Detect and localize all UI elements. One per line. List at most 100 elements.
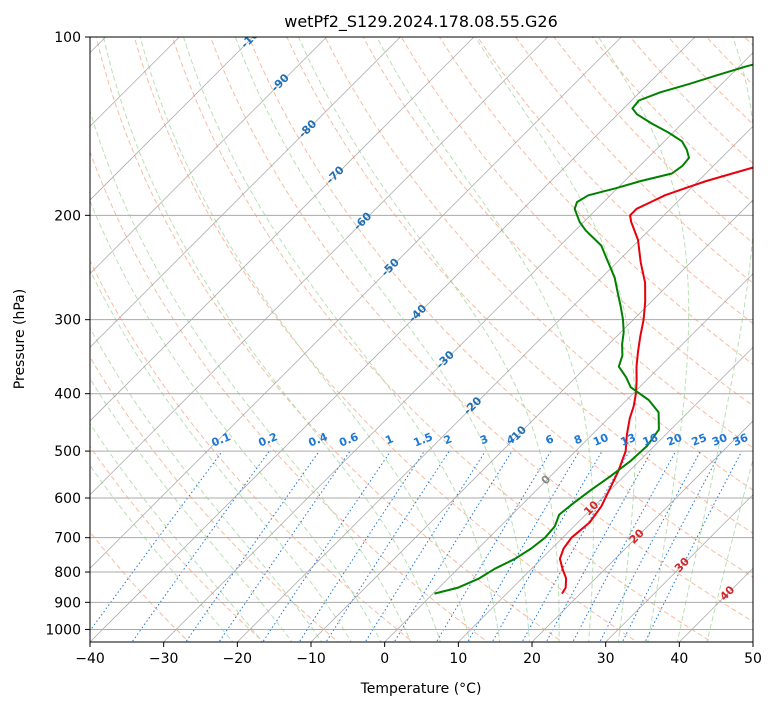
dry-adiabat (362, 37, 753, 449)
isotherm (605, 494, 753, 642)
isotherm (237, 125, 753, 642)
moist-adiabat (90, 199, 382, 642)
dry-adiabat (515, 37, 753, 284)
isotherm-label: -60 (351, 209, 374, 232)
y-tick-label: 300 (54, 313, 81, 329)
pressure-grid (90, 37, 753, 630)
plot-frame (89, 36, 754, 643)
moist-adiabat (103, 37, 441, 642)
moist-adiabat (706, 457, 753, 642)
y-tick-label: 1000 (45, 622, 81, 638)
moist-adiabat (234, 37, 530, 642)
isotherm (384, 273, 753, 642)
x-tick-label: −40 (75, 651, 105, 667)
y-tick-label: 400 (54, 387, 81, 403)
isotherm (90, 37, 696, 642)
isotherm (679, 567, 753, 642)
moist-adiabat (90, 422, 264, 642)
background-lines (90, 37, 753, 642)
isotherm-label: -90 (269, 71, 292, 94)
dry-adiabat (744, 37, 753, 47)
mixing-ratio-label: 0.4 (307, 430, 330, 449)
chart-title: wetPf2_S129.2024.178.08.55.G26 (284, 12, 558, 32)
y-tick-label: 500 (54, 444, 81, 460)
dry-adiabat (286, 37, 753, 534)
x-tick-label: 10 (449, 651, 467, 667)
dry-adiabat (438, 37, 753, 366)
moist-adiabat (90, 109, 412, 642)
dry-adiabat (133, 37, 638, 642)
moist-adiabat (90, 269, 352, 642)
mixing-ratio-label: 8 (572, 432, 584, 447)
mixing-ratio-label: 0.1 (210, 430, 233, 449)
isotherm (90, 37, 475, 422)
x-ticks: −40 −30 −20 −10 0 10 20 30 40 50 (75, 642, 762, 667)
x-tick-label: 0 (380, 651, 389, 667)
y-tick-label: 700 (54, 531, 81, 547)
mixing-ratio-label: 10 (591, 431, 610, 449)
isotherm (310, 199, 753, 642)
y-tick-label: 100 (54, 30, 81, 46)
dewpoint-profile (434, 63, 753, 595)
isotherm-label: -50 (379, 256, 402, 279)
isotherm (458, 346, 753, 642)
isotherm-label: 20 (627, 526, 647, 546)
dry-adiabat (477, 37, 753, 325)
mixing-ratio-label: 2 (442, 432, 454, 447)
mixing-ratio-line (90, 450, 223, 632)
moist-adiabat (182, 37, 501, 642)
mixing-ratio-line (185, 450, 320, 642)
mixing-ratio-label: 13 (619, 431, 638, 449)
isotherm (90, 37, 401, 348)
mixing-ratio-label: 25 (690, 431, 709, 449)
moist-adiabat (376, 37, 594, 642)
y-tick-label: 200 (54, 208, 81, 224)
mixing-ratio-label: 3 (478, 432, 490, 447)
mixing-ratio-label: 1 (383, 432, 395, 447)
mixing-ratio-line (466, 450, 580, 642)
y-ticks: 100 200 300 400 500 600 700 800 900 1000 (45, 30, 90, 638)
dry-adiabat (90, 150, 489, 642)
x-axis-label: Temperature (°C) (360, 681, 482, 697)
dry-adiabat (706, 37, 753, 86)
dry-adiabat (95, 37, 564, 642)
y-tick-label: 800 (54, 565, 81, 581)
dry-adiabat (553, 37, 753, 244)
temperature-profile (558, 166, 753, 595)
mixing-ratio-line (218, 450, 351, 642)
isotherm-label: -20 (461, 394, 484, 417)
mixing-ratio-label: 6 (544, 432, 556, 447)
mixing-ratio-label: 36 (731, 431, 750, 449)
mixing-ratio-line (298, 450, 425, 642)
isotherm (90, 37, 327, 275)
mixing-ratio-line (364, 450, 486, 642)
moist-adiabat (90, 464, 234, 642)
mixing-ratio-line (325, 450, 450, 642)
y-tick-label: 900 (54, 595, 81, 611)
mixing-ratio-label: 1.5 (412, 430, 435, 449)
profiles (434, 63, 753, 595)
mixing-ratio-line (599, 450, 701, 642)
dry-adiabat (90, 356, 339, 642)
moist-adiabat (474, 37, 637, 642)
moist-adiabat (297, 37, 560, 642)
dry-adiabat (591, 37, 753, 204)
moist-adiabat (90, 377, 293, 642)
x-tick-label: −30 (149, 651, 179, 667)
mixing-ratio-label: 0.6 (337, 430, 360, 449)
mixing-ratio-line (621, 450, 722, 642)
x-tick-label: −10 (296, 651, 326, 667)
isotherm-label: -80 (296, 117, 319, 140)
mixing-ratio-line (644, 450, 743, 642)
y-tick-label: 600 (54, 491, 81, 507)
mixing-ratio-label: 20 (665, 431, 684, 449)
mixing-ratio-line (131, 450, 270, 642)
isotherm-label: 10 (581, 498, 601, 518)
mixing-ratio-label: 30 (710, 431, 729, 449)
x-tick-label: 40 (670, 651, 688, 667)
dry-adiabat (248, 37, 753, 578)
dry-adiabat (324, 37, 753, 491)
isotherm (90, 37, 548, 496)
mixing-ratio-label: 16 (641, 431, 660, 449)
